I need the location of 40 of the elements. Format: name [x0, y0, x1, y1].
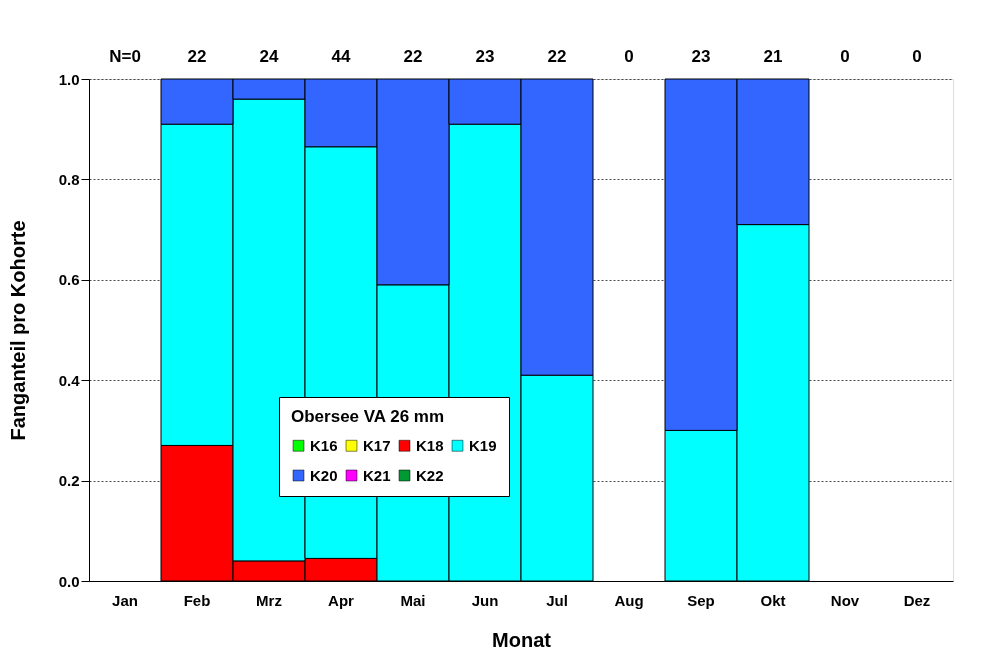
text: 23	[691, 47, 711, 66]
y-tick-label: 0.2	[58, 472, 80, 490]
text: 0	[840, 47, 850, 66]
legend-title: Obersee VA 26 mm	[291, 407, 445, 426]
legend-label: K21	[363, 466, 391, 484]
text: 0	[624, 47, 634, 66]
legend-label: K20	[310, 466, 338, 484]
legend-label: K16	[310, 436, 338, 454]
text: 24	[259, 47, 279, 66]
x-tick-label: Dez	[903, 591, 931, 609]
y-tick-label: 1.0	[58, 70, 80, 88]
x-tick-label: Jun	[471, 591, 499, 609]
x-tick-label: Jan	[112, 591, 138, 609]
x-tick-label: Apr	[328, 591, 355, 609]
legend-label: K22	[416, 466, 444, 484]
text: 22	[547, 47, 567, 66]
x-tick-label: Aug	[614, 591, 644, 609]
x-tick-label: Mai	[400, 591, 426, 609]
x-tick-label: Okt	[760, 591, 786, 609]
x-tick-label: Nov	[830, 591, 860, 609]
text: 21	[763, 47, 783, 66]
y-tick-label: 0.4	[58, 371, 81, 389]
text: 44	[331, 47, 351, 66]
x-tick-label: Feb	[183, 591, 211, 609]
y-axis-title: Fanganteil pro Kohorte	[6, 220, 29, 441]
y-tick-label: 0.0	[58, 572, 80, 590]
x-tick-label: Jul	[546, 591, 568, 609]
x-tick-label: Sep	[687, 591, 715, 609]
legend-label: K17	[363, 436, 391, 454]
x-tick-label: Mrz	[256, 591, 282, 609]
legend-label: K18	[416, 436, 444, 454]
y-tick-label: 0.6	[58, 271, 80, 289]
text: 22	[403, 47, 423, 66]
text: 23	[475, 47, 495, 66]
text: 22	[187, 47, 207, 66]
x-axis-title: Monat	[492, 628, 552, 648]
y-tick-label: 0.8	[58, 170, 80, 188]
text: N=0	[109, 47, 141, 66]
legend-label: K19	[469, 436, 497, 454]
text: 0	[912, 47, 922, 66]
